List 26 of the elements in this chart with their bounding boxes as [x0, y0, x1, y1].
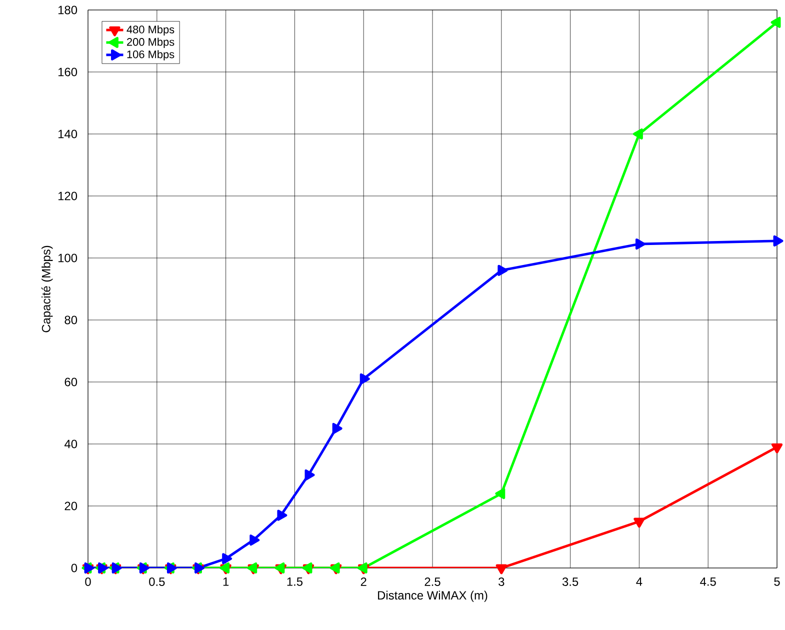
legend-label: 200 Mbps — [127, 38, 174, 48]
x-tick-label: 0.5 — [149, 577, 165, 586]
x-tick-label: 1 — [223, 577, 229, 586]
y-tick-label: 0 — [71, 564, 78, 572]
x-tick-label: 5 — [774, 577, 780, 586]
x-tick-label: 3.5 — [562, 577, 578, 586]
y-tick-label: 80 — [64, 316, 78, 324]
y-tick-label: 100 — [58, 254, 78, 262]
x-tick-label: 3 — [498, 577, 504, 586]
y-tick-label: 140 — [58, 130, 78, 138]
y-tick-label: 60 — [64, 378, 78, 386]
y-axis-title: Capacité (Mbps) — [41, 246, 53, 332]
y-tick-label: 20 — [64, 502, 78, 510]
y-tick-label: 120 — [58, 192, 78, 200]
x-tick-label: 0 — [85, 577, 91, 586]
legend-label: 106 Mbps — [127, 50, 174, 60]
x-tick-label: 2 — [360, 577, 366, 586]
x-tick-label: 4.5 — [700, 577, 716, 586]
y-tick-label: 160 — [58, 68, 78, 76]
x-tick-label: 4 — [636, 577, 642, 586]
x-axis-title: Distance WiMAX (m) — [378, 590, 488, 602]
legend-label: 480 Mbps — [126, 25, 174, 36]
x-tick-label: 2.5 — [424, 577, 440, 586]
x-tick-label: 1.5 — [287, 577, 303, 586]
y-tick-label: 180 — [58, 6, 78, 14]
y-tick-label: 40 — [64, 440, 78, 448]
